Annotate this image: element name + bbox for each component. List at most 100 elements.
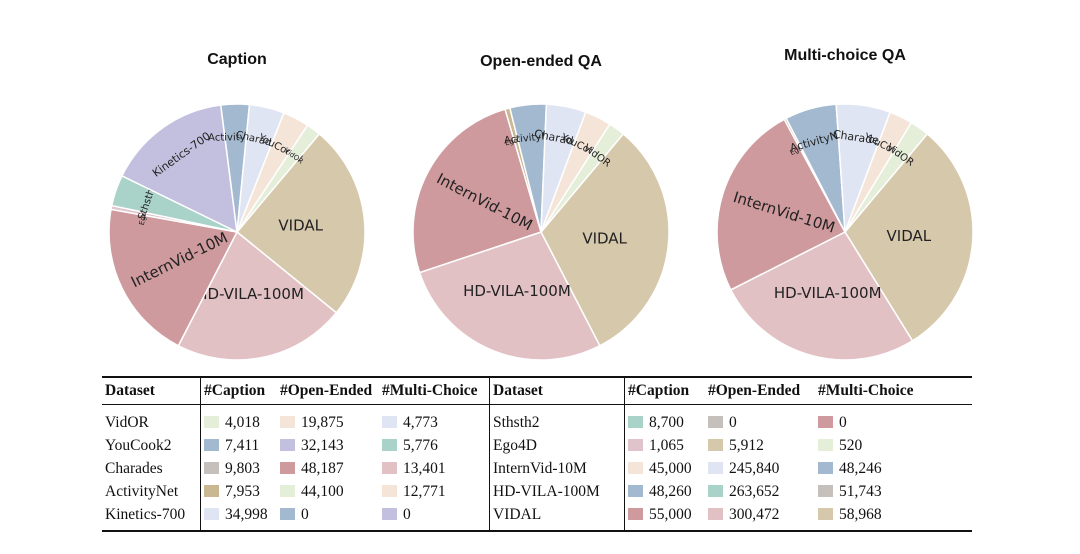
slice-label: HD-VILA-100M [774, 284, 882, 302]
dataset-name-cell: VIDAL [489, 503, 625, 531]
color-swatch [204, 507, 219, 520]
pie-slice [235, 132, 366, 314]
dataset-name-cell: Sthsth2 [489, 404, 625, 434]
pie-slice [177, 230, 338, 361]
color-swatch [628, 461, 643, 474]
col-header: #Multi-Choice [818, 382, 914, 399]
cell-value: 7,411 [225, 436, 260, 454]
pie-slice [729, 231, 914, 361]
pie-slice [236, 124, 321, 233]
cell-value: 263,652 [729, 482, 780, 500]
pie-slice [412, 108, 542, 274]
pie-slice [540, 123, 625, 233]
color-swatch [280, 438, 295, 451]
cell-value: VIDAL [493, 505, 542, 523]
table-row: YouCook2 7,411 32,143 5,776 Ego4D 1,065 5,912 5… [102, 434, 972, 457]
count-cell: 5,776 [379, 434, 490, 457]
col-header: #Multi-Choice [379, 377, 490, 405]
slice-label: HD-VILA-100M [196, 285, 304, 303]
table-row: Charades 9,803 48,187 13,401 InternVid-10M 45… [102, 457, 972, 480]
slice-label: VIDAL [887, 227, 932, 245]
cell-value: 4,773 [403, 413, 438, 431]
slice-label: ActivityNet [208, 132, 263, 144]
cell-value: 0 [301, 505, 309, 523]
cell-value: 4,018 [225, 413, 260, 431]
color-swatch [382, 461, 397, 474]
cell-value: 0 [403, 505, 411, 523]
count-cell: 51,743 [815, 480, 972, 503]
col-header: #Open-Ended [708, 382, 801, 399]
count-cell: 245,840 [705, 457, 815, 480]
count-cell: 0 [277, 503, 379, 531]
color-swatch [382, 507, 397, 520]
pie-slice [844, 132, 974, 342]
table-row: ActivityNet 7,953 44,100 12,771 HD-VILA-100M… [102, 480, 972, 503]
cell-value: 55,000 [649, 505, 692, 523]
slice-label: VIDAL [582, 230, 627, 248]
count-cell: 34,998 [200, 503, 277, 531]
pie-slice [120, 104, 238, 234]
col-header: #Caption [624, 377, 705, 405]
count-cell: 263,652 [705, 480, 815, 503]
count-cell: 1,065 [624, 434, 705, 457]
count-cell: 45,000 [624, 457, 705, 480]
color-swatch [382, 438, 397, 451]
color-swatch [628, 484, 643, 497]
cell-value: 245,840 [729, 459, 780, 477]
count-cell: 300,472 [705, 503, 815, 531]
count-cell: 0 [815, 405, 972, 435]
cell-value: InternVid-10M [493, 459, 587, 477]
color-swatch [708, 507, 723, 520]
dataset-name-cell: VidOR [102, 405, 201, 435]
color-swatch [818, 507, 833, 520]
dataset-name-cell: HD-VILA-100M [489, 480, 625, 503]
cell-value: 8,700 [649, 413, 684, 431]
cell-value: 58,968 [839, 505, 882, 523]
pie-chart: Open-ended QAVIDALHD-VILA-100MInternVid-… [412, 53, 670, 361]
color-swatch [628, 507, 643, 520]
count-cell: 55,000 [624, 503, 705, 531]
pie-slice [716, 118, 847, 291]
cell-value: 32,143 [301, 436, 344, 454]
cell-value: Sthsth2 [493, 413, 540, 431]
cell-value: ActivityNet [105, 482, 179, 500]
dataset-name-cell: ActivityNet [102, 480, 201, 503]
cell-value: 12,771 [403, 482, 446, 500]
count-cell: 9,803 [200, 457, 277, 480]
pie-title: Open-ended QA [480, 53, 602, 70]
count-cell: 12,771 [379, 480, 490, 503]
cell-value: 51,743 [839, 482, 882, 500]
cell-value: 48,246 [839, 459, 882, 477]
color-swatch [818, 415, 833, 428]
cell-value: 45,000 [649, 459, 692, 477]
color-swatch [280, 507, 295, 520]
dataset-table: Dataset #Caption #Open-Ended #Multi-Choi… [102, 376, 972, 532]
dataset-name-cell: Kinetics-700 [102, 503, 201, 531]
cell-value: 0 [729, 413, 737, 431]
color-swatch [382, 484, 397, 497]
pie-slice [418, 231, 601, 361]
col-header: Dataset [489, 377, 625, 405]
color-swatch [204, 484, 219, 497]
dataset-name-cell: InternVid-10M [489, 457, 625, 480]
color-swatch [708, 415, 723, 428]
cell-value: 19,875 [301, 413, 344, 431]
count-cell: 48,260 [624, 480, 705, 503]
count-cell: 13,401 [379, 457, 490, 480]
cell-value: VidOR [105, 413, 149, 431]
cell-value: 48,187 [301, 459, 344, 477]
color-swatch [204, 438, 219, 451]
color-swatch [708, 484, 723, 497]
cell-value: 48,260 [649, 482, 692, 500]
color-swatch [280, 484, 295, 497]
dataset-name-cell: YouCook2 [102, 434, 201, 457]
col-header: #Caption [200, 377, 277, 405]
count-cell: 58,968 [815, 503, 972, 531]
count-cell: 4,018 [200, 404, 277, 434]
cell-value: 1,065 [649, 436, 684, 454]
count-cell: 19,875 [277, 405, 379, 435]
color-swatch [382, 415, 397, 428]
cell-value: Kinetics-700 [105, 505, 186, 523]
count-cell: 0 [379, 503, 490, 531]
count-cell: 4,773 [379, 405, 490, 435]
